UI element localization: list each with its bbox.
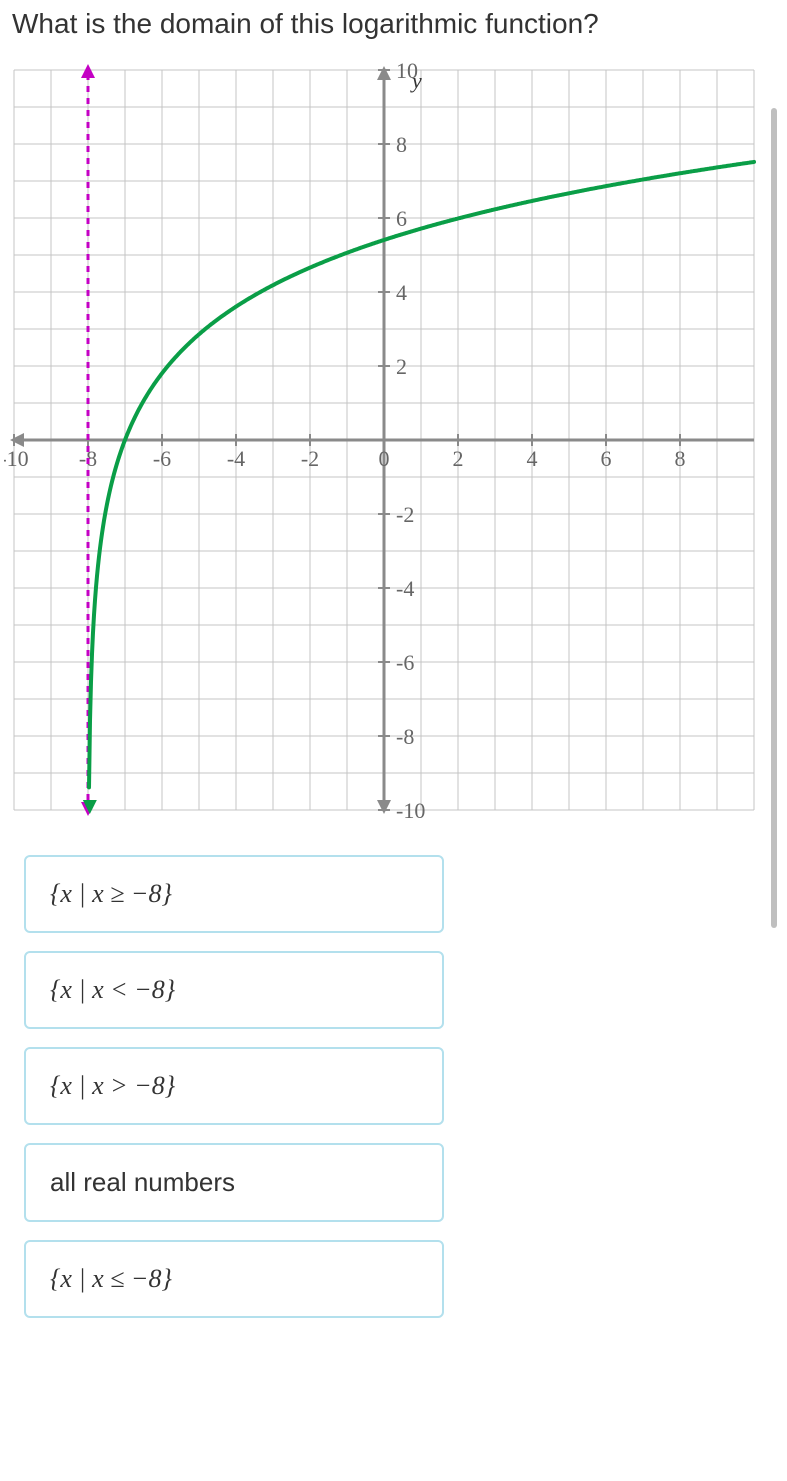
svg-text:-6: -6: [153, 446, 171, 471]
svg-text:2: 2: [453, 446, 464, 471]
svg-text:8: 8: [675, 446, 686, 471]
answer-option-5[interactable]: {x | x ≤ −8}: [24, 1240, 444, 1318]
svg-text:-8: -8: [396, 724, 414, 749]
svg-text:6: 6: [601, 446, 612, 471]
function-graph: -10-8-6-4-202468-10-8-6-4-2246810y: [4, 60, 764, 820]
chart-container: -10-8-6-4-202468-10-8-6-4-2246810y: [4, 60, 783, 825]
svg-text:-4: -4: [227, 446, 245, 471]
svg-text:-2: -2: [301, 446, 319, 471]
question-text: What is the domain of this logarithmic f…: [4, 8, 783, 40]
scrollbar[interactable]: [771, 108, 777, 928]
answer-option-4[interactable]: all real numbers: [24, 1143, 444, 1222]
answer-options: {x | x ≥ −8} {x | x < −8} {x | x > −8} a…: [4, 855, 444, 1318]
svg-text:y: y: [410, 68, 422, 93]
svg-text:0: 0: [379, 446, 390, 471]
svg-text:-4: -4: [396, 576, 414, 601]
svg-text:4: 4: [527, 446, 538, 471]
svg-text:4: 4: [396, 280, 407, 305]
svg-text:2: 2: [396, 354, 407, 379]
svg-text:6: 6: [396, 206, 407, 231]
svg-text:-6: -6: [396, 650, 414, 675]
svg-text:8: 8: [396, 132, 407, 157]
answer-option-3[interactable]: {x | x > −8}: [24, 1047, 444, 1125]
svg-text:-10: -10: [396, 798, 425, 820]
answer-option-2[interactable]: {x | x < −8}: [24, 951, 444, 1029]
svg-text:-10: -10: [4, 446, 29, 471]
svg-text:-2: -2: [396, 502, 414, 527]
answer-option-1[interactable]: {x | x ≥ −8}: [24, 855, 444, 933]
